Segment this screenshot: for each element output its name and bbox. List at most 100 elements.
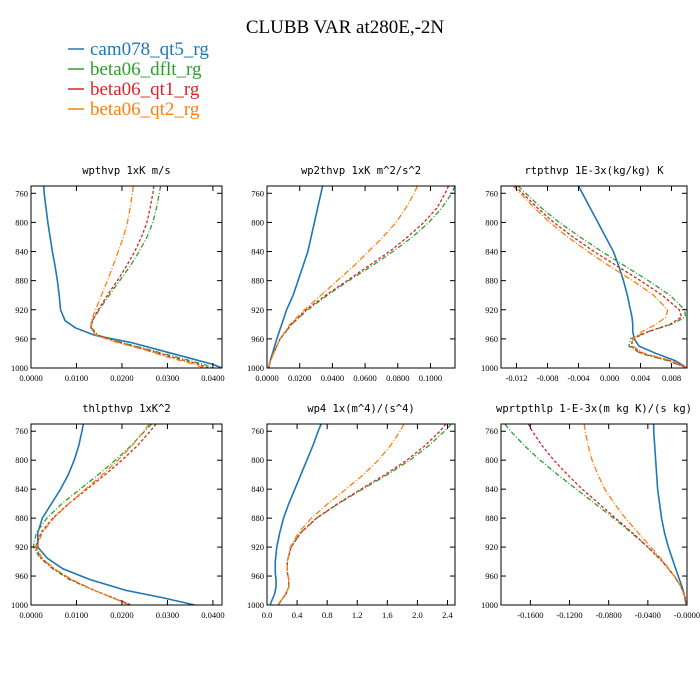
y-tick-label: 960 — [251, 571, 264, 581]
series-line-beta06_dflt_rg — [504, 424, 687, 605]
plot-frame — [30, 185, 223, 369]
y-tick-label: 840 — [485, 484, 498, 494]
x-tick-label: 0.0400 — [201, 373, 224, 383]
figure-title: CLUBB VAR at280E,-2N — [246, 17, 445, 38]
series-line-beta06_qt1_rg — [90, 186, 209, 368]
x-tick-label: 0.0000 — [19, 373, 42, 383]
series-line-beta06_qt1_rg — [267, 186, 450, 368]
y-tick-label: 760 — [485, 426, 498, 436]
series-line-beta06_qt1_rg — [514, 186, 687, 368]
y-tick-label: 920 — [15, 305, 28, 315]
x-tick-label: -0.0000 — [674, 610, 700, 620]
y-tick-label: 920 — [15, 542, 28, 552]
panel-title: wp4 1x(m^4)/(s^4) — [307, 403, 414, 415]
x-tick-label: -0.0800 — [596, 610, 622, 620]
series-line-cam078_qt5_rg — [267, 186, 324, 368]
plot-frame — [266, 185, 456, 369]
y-tick-label: 760 — [15, 188, 28, 198]
legend: cam078_qt5_rgbeta06_dflt_rgbeta06_qt1_rg… — [68, 39, 209, 120]
y-tick-label: 1000 — [247, 363, 264, 373]
y-tick-label: 920 — [251, 542, 264, 552]
y-tick-label: 760 — [485, 188, 498, 198]
x-tick-label: 0.0100 — [65, 373, 88, 383]
x-tick-label: 2.0 — [412, 610, 423, 620]
series-line-beta06_dflt_rg — [267, 186, 455, 368]
y-tick-label: 1000 — [11, 600, 28, 610]
panel-3: rtpthvp 1E-3x(kg/kg) K 760 800 840 880 920 960… — [481, 165, 688, 383]
panel-title: rtpthvp 1E-3x(kg/kg) K — [524, 165, 664, 177]
y-tick-label: 960 — [485, 571, 498, 581]
panel-title: thlpthvp 1xK^2 — [82, 403, 171, 415]
x-tick-label: 0.0300 — [156, 373, 179, 383]
series-line-beta06_dflt_rg — [517, 186, 687, 368]
y-tick-label: 840 — [485, 247, 498, 257]
series-line-beta06_qt1_rg — [527, 424, 687, 605]
legend-label-beta06_qt2_rg: beta06_qt2_rg — [90, 99, 200, 120]
x-tick-label: -0.012 — [506, 373, 528, 383]
plot-frame — [500, 423, 688, 606]
x-tick-label: 0.0600 — [353, 373, 376, 383]
y-tick-label: 960 — [15, 571, 28, 581]
y-tick-label: 880 — [485, 513, 498, 523]
series-line-beta06_dflt_rg — [32, 424, 152, 605]
series-line-beta06_qt2_rg — [277, 424, 405, 605]
series-line-beta06_qt2_rg — [267, 186, 418, 368]
y-tick-label: 960 — [15, 334, 28, 344]
x-tick-label: 0.0300 — [156, 610, 179, 620]
y-tick-label: 880 — [15, 276, 28, 286]
x-tick-label: -0.1200 — [556, 610, 582, 620]
y-tick-label: 920 — [485, 305, 498, 315]
series-line-beta06_dflt_rg — [277, 424, 452, 605]
y-tick-label: 840 — [15, 484, 28, 494]
series-line-beta06_qt2_rg — [35, 424, 150, 605]
panel-title: wp2thvp 1xK m^2/s^2 — [301, 165, 421, 177]
plot-frame — [266, 423, 456, 606]
y-tick-label: 880 — [485, 276, 498, 286]
x-tick-label: 0.0400 — [201, 610, 224, 620]
y-tick-label: 800 — [485, 217, 498, 227]
x-tick-label: 1.2 — [352, 610, 363, 620]
x-tick-label: 0.0200 — [110, 373, 133, 383]
y-tick-label: 840 — [15, 247, 28, 257]
panel-5: wp4 1x(m^4)/(s^4)76080084088092096010000… — [247, 403, 456, 620]
y-tick-label: 960 — [485, 334, 498, 344]
panel-title: wpthvp 1xK m/s — [82, 165, 171, 177]
x-tick-label: 0.0400 — [321, 373, 344, 383]
series-line-cam078_qt5_rg — [269, 424, 322, 605]
y-tick-label: 800 — [251, 217, 264, 227]
x-tick-label: 0.000 — [600, 373, 619, 383]
y-tick-label: 800 — [15, 455, 28, 465]
y-tick-label: 960 — [251, 334, 264, 344]
panels: wpthvp 1xK m/s76080084088092096010000.00… — [11, 165, 700, 620]
x-tick-label: 0.0000 — [19, 610, 42, 620]
x-tick-label: 0.0 — [262, 610, 273, 620]
y-tick-label: 760 — [251, 426, 264, 436]
y-tick-label: 800 — [15, 217, 28, 227]
x-tick-label: 0.0200 — [288, 373, 311, 383]
y-tick-label: 880 — [251, 513, 264, 523]
series-line-cam078_qt5_rg — [577, 186, 687, 368]
x-tick-label: 0.0100 — [65, 610, 88, 620]
x-tick-label: 0.0800 — [386, 373, 409, 383]
y-tick-label: 880 — [251, 276, 264, 286]
plot-frame — [500, 185, 688, 369]
series-line-beta06_qt2_rg — [89, 186, 205, 368]
x-tick-label: 0.0200 — [110, 610, 133, 620]
x-tick-label: 1.6 — [382, 610, 393, 620]
x-tick-label: -0.1600 — [517, 610, 543, 620]
x-tick-label: -0.008 — [537, 373, 559, 383]
x-tick-label: 0.4 — [292, 610, 303, 620]
x-tick-label: 0.004 — [631, 373, 651, 383]
series-line-cam078_qt5_rg — [652, 424, 687, 605]
x-tick-label: 0.1000 — [419, 373, 442, 383]
y-tick-label: 1000 — [481, 600, 498, 610]
y-tick-label: 920 — [485, 542, 498, 552]
x-tick-label: -0.004 — [568, 373, 591, 383]
x-tick-label: 2.4 — [442, 610, 453, 620]
legend-label-cam078_qt5_rg: cam078_qt5_rg — [90, 39, 209, 60]
panel-2: wp2thvp 1xK m^2/s^2 760 800 840 880 920 960 100… — [247, 165, 456, 383]
y-tick-label: 800 — [485, 455, 498, 465]
x-tick-label: 0.008 — [662, 373, 681, 383]
y-tick-label: 920 — [251, 305, 264, 315]
